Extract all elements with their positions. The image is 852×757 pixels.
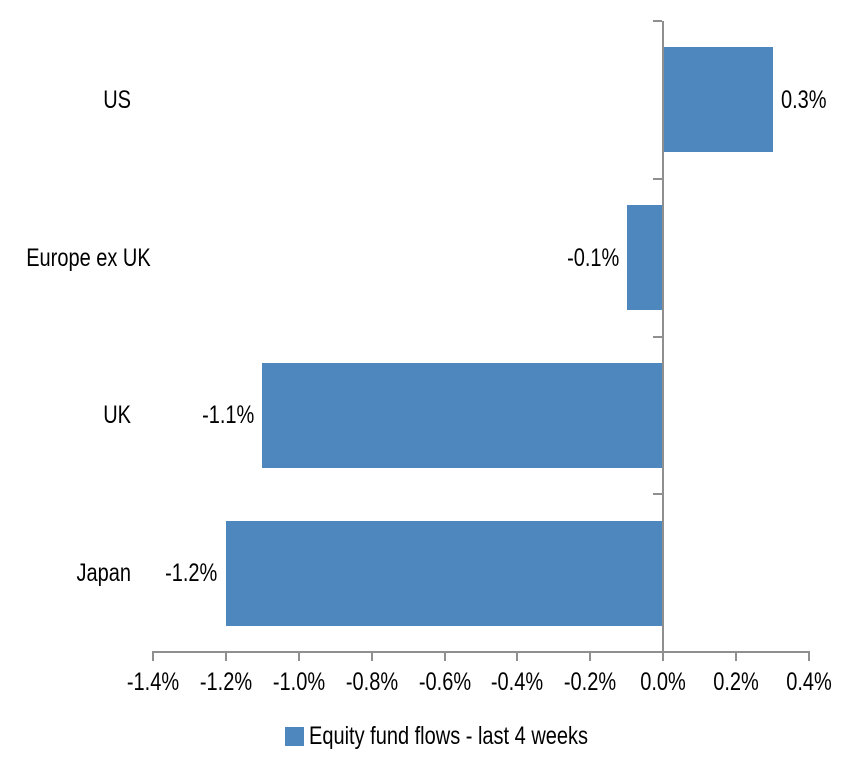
legend-label: Equity fund flows - last 4 weeks [309,722,589,750]
x-axis-tick-1 [224,652,227,661]
bar-europe-ex-uk [626,205,664,311]
x-tick-label-5: -0.4% [491,668,544,696]
x-tick-label-9: 0.4% [786,668,833,696]
bar-japan [225,520,664,626]
y-axis-tick-1 [653,177,663,180]
legend: Equity fund flows - last 4 weeks [285,722,658,750]
x-axis-tick-2 [297,652,300,661]
legend-marker-icon [285,726,304,746]
category-label-japan: Japan [76,559,132,588]
bar-uk [262,362,664,468]
value-label-us: 0.3% [780,85,827,114]
y-axis-line [662,21,665,652]
x-axis-tick-6 [589,652,592,661]
category-label-uk: UK [103,401,131,430]
y-axis-tick-3 [653,493,663,496]
y-axis-tick-2 [653,335,663,338]
x-tick-label-4: -0.6% [418,668,471,696]
x-axis-line [151,651,811,653]
x-tick-label-1: -1.2% [199,668,252,696]
x-axis-tick-0 [151,652,154,661]
x-axis-tick-8 [735,652,738,661]
value-label-uk: -1.1% [201,401,255,430]
x-tick-label-7: 0.0% [640,668,687,696]
x-axis-tick-4 [443,652,446,661]
x-axis-tick-7 [662,652,665,661]
x-axis-tick-3 [370,652,373,661]
value-label-europe-ex-uk: -0.1% [566,243,619,272]
x-tick-label-2: -1.0% [272,668,325,696]
x-tick-label-0: -1.4% [126,668,179,696]
value-label-japan: -1.2% [165,559,218,588]
x-tick-label-3: -0.8% [345,668,398,696]
bar-us [663,47,773,153]
x-tick-label-6: -0.2% [564,668,617,696]
category-label-europe-ex-uk: Europe ex UK [26,243,151,272]
x-axis-tick-9 [808,652,811,661]
y-axis-tick-0 [653,20,663,22]
x-axis-tick-5 [516,652,519,661]
category-label-us: US [103,85,131,114]
x-tick-label-8: 0.2% [713,668,760,696]
